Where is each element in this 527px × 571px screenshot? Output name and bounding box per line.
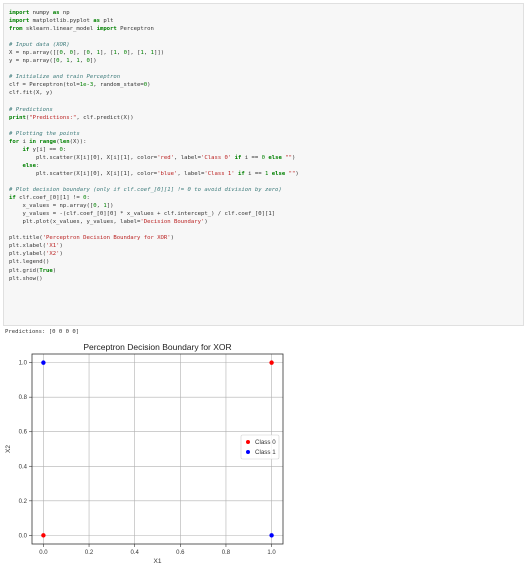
scatter-plot: Perceptron Decision Boundary for XOR 0.0… [5, 342, 284, 565]
code-line: for i in range(len(X)): [9, 138, 87, 145]
x-tick-label: 0.6 [176, 550, 185, 556]
code-line: plt.scatter(X[i][0], X[i][1], color='blu… [9, 170, 299, 177]
plot-legend: Class 0 Class 1 [240, 434, 280, 460]
code-line: plt.legend() [9, 259, 50, 266]
legend-label: Class 1 [255, 449, 276, 456]
legend-label: Class 0 [255, 439, 276, 446]
code-line: plt.xlabel('X1') [9, 243, 63, 250]
y-tick-label: 0.2 [19, 499, 28, 505]
code-line: # Plotting the points [9, 130, 80, 137]
code-editor[interactable]: import numpy as np import matplotlib.pyp… [4, 4, 523, 283]
code-line: plt.plot(x_values, y_values, label='Deci… [9, 219, 208, 226]
y-tick-label: 0.4 [19, 464, 28, 470]
legend-box [240, 434, 280, 460]
legend-marker [246, 450, 250, 454]
code-line: plt.title('Perceptron Decision Boundary … [9, 235, 175, 242]
code-line: clf = Perceptron(tol=1e-3, random_state=… [9, 82, 151, 89]
code-line: # Initialize and train Perceptron [9, 74, 121, 81]
code-line: y_values = -(clf.coef_[0][0] * x_values … [9, 211, 276, 218]
code-line: plt.grid(True) [9, 267, 57, 274]
y-tick-label: 0.6 [19, 430, 28, 436]
code-line: plt.show() [9, 275, 43, 282]
x-tick-label: 0.8 [222, 550, 231, 556]
x-tick-label: 0.0 [39, 550, 48, 556]
code-line: plt.ylabel('X2') [9, 251, 63, 258]
code-line: y = np.array([0, 1, 1, 0]) [9, 58, 97, 65]
data-points [41, 360, 274, 538]
code-line: import numpy as np [9, 10, 70, 16]
data-point [269, 533, 274, 538]
x-tick-label: 0.2 [85, 550, 94, 556]
code-line: # Predictions [9, 106, 53, 113]
y-tick-label: 0.0 [19, 533, 28, 539]
x-tick-label: 0.4 [131, 550, 140, 556]
x-axis-label: X1 [154, 558, 162, 565]
y-tick-label: 1.0 [19, 361, 28, 367]
code-line: else: [22, 162, 40, 169]
code-line: print("Predictions:", clf.predict(X)) [9, 114, 134, 121]
code-line: # Plot decision boundary (only if clf.co… [9, 187, 282, 194]
code-line: from sklearn.linear_model import Percept… [9, 26, 154, 33]
code-line: clf.fit(X, y) [9, 90, 53, 97]
code-line: if y[i] == 0: [22, 146, 67, 153]
code-line: import matplotlib.pyplot as plt [9, 18, 114, 25]
code-line: if clf.coef_[0][1] != 0: [9, 195, 90, 202]
tick-labels: 0.0 0.2 0.4 0.6 0.8 1.0 0.0 0.2 0.4 0.6 0.8 1.0 [19, 361, 277, 556]
code-line: X = np.array([[0, 0], [0, 1], [1, 0], [1… [9, 50, 165, 57]
code-cell[interactable]: import numpy as np import matplotlib.pyp… [3, 3, 524, 326]
x-tick-label: 1.0 [267, 550, 276, 556]
code-line: # Input data (XOR) [9, 42, 70, 49]
y-axis-label: X2 [5, 445, 12, 453]
data-point [41, 360, 46, 365]
data-point [269, 360, 274, 365]
plot-title: Perceptron Decision Boundary for XOR [83, 342, 231, 352]
cell-output: Predictions: [0 0 0 0] [5, 329, 80, 335]
data-point [41, 533, 46, 538]
code-line: plt.scatter(X[i][0], X[i][1], color='red… [9, 154, 296, 161]
code-line: x_values = np.array([0, 1]) [9, 203, 114, 210]
legend-marker [246, 440, 250, 444]
y-tick-label: 0.8 [19, 395, 28, 401]
plot-frame [31, 353, 284, 545]
